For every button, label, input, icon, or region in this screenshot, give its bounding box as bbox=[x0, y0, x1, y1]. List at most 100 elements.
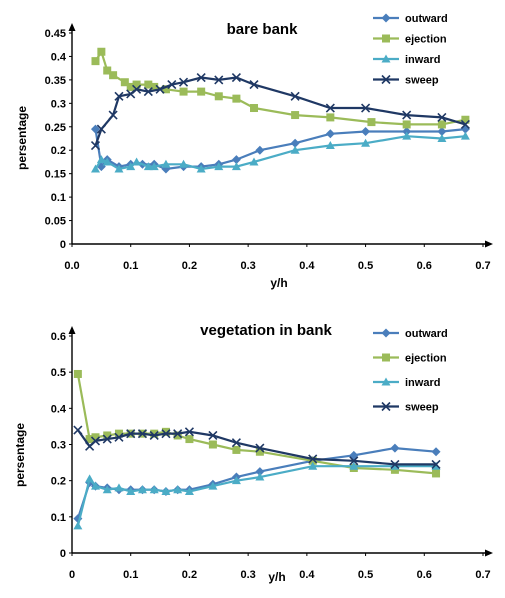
data-point-sweep bbox=[173, 429, 183, 439]
data-point-ejection bbox=[114, 429, 123, 438]
series-ejection bbox=[91, 47, 470, 129]
y-axis-arrow bbox=[68, 23, 76, 31]
legend-marker bbox=[382, 353, 390, 362]
x-tick-label: 0.4 bbox=[299, 569, 315, 581]
data-point-inward bbox=[114, 483, 124, 492]
data-point-inward bbox=[149, 485, 159, 494]
x-tick-label: 0.7 bbox=[475, 260, 490, 272]
data-point-sweep bbox=[114, 91, 124, 101]
legend-item-outward: outward bbox=[373, 13, 448, 25]
data-point-sweep bbox=[361, 103, 371, 113]
x-tick-label: 0.7 bbox=[475, 569, 490, 581]
data-point-outward bbox=[255, 145, 265, 155]
data-point-sweep bbox=[431, 459, 441, 469]
data-point-ejection bbox=[232, 94, 241, 103]
y-tick-label: 0 bbox=[60, 548, 66, 560]
data-point-ejection bbox=[291, 111, 300, 120]
y-tick-label: 0.05 bbox=[45, 216, 66, 228]
data-point-sweep bbox=[208, 430, 218, 441]
data-point-inward bbox=[102, 485, 112, 494]
data-point-ejection bbox=[132, 80, 141, 89]
legend-label: ejection bbox=[405, 353, 447, 365]
x-axis-arrow bbox=[485, 240, 493, 248]
data-point-ejection bbox=[214, 92, 223, 101]
data-point-sweep bbox=[214, 75, 224, 85]
chart-1: 0 0.05 0.1 0.15 0.2 0.25 0.3 0.35 0.4 0.45 0.0 0.1 0… bbox=[15, 13, 493, 290]
legend-item-sweep: sweep bbox=[373, 402, 439, 414]
data-point-sweep bbox=[161, 429, 171, 439]
data-point-ejection bbox=[103, 431, 112, 440]
data-point-inward bbox=[102, 157, 112, 166]
x-tick-label: 0.0 bbox=[64, 260, 79, 272]
data-point-inward bbox=[231, 162, 241, 171]
chart-title: bare bank bbox=[227, 21, 299, 38]
data-point-inward bbox=[126, 162, 136, 171]
series-ejection bbox=[73, 369, 441, 478]
legend-item-ejection: ejection bbox=[373, 353, 447, 365]
data-point-ejection bbox=[208, 440, 217, 449]
y-tick-label: 0.4 bbox=[51, 403, 67, 415]
data-point-inward bbox=[126, 487, 136, 496]
y-tick-label: 0.25 bbox=[45, 122, 66, 134]
y-tick-label: 0.6 bbox=[51, 331, 66, 343]
data-point-ejection bbox=[432, 469, 441, 478]
data-point-outward bbox=[231, 155, 241, 165]
y-axis-label: persentage bbox=[15, 106, 29, 170]
data-point-sweep bbox=[73, 425, 83, 435]
data-point-inward bbox=[437, 134, 447, 142]
x-tick-label: 0.1 bbox=[123, 260, 138, 272]
y-tick-label: 0.2 bbox=[51, 145, 66, 157]
data-point-inward bbox=[173, 485, 183, 494]
data-point-inward bbox=[184, 487, 194, 496]
legend-marker bbox=[381, 13, 391, 23]
data-point-inward bbox=[161, 487, 171, 496]
data-point-sweep bbox=[149, 430, 159, 441]
data-point-inward bbox=[196, 164, 206, 173]
data-point-sweep bbox=[178, 77, 189, 87]
series-line-inward bbox=[76, 465, 436, 527]
data-point-sweep bbox=[132, 84, 142, 94]
data-point-sweep bbox=[126, 89, 136, 99]
x-tick-label: 0.2 bbox=[182, 569, 197, 581]
data-point-ejection bbox=[402, 120, 411, 129]
data-point-inward bbox=[73, 521, 83, 530]
series-sweep bbox=[90, 72, 470, 151]
data-point-ejection bbox=[109, 71, 118, 80]
legend-label: inward bbox=[405, 54, 440, 66]
legend-marker bbox=[381, 377, 391, 386]
data-point-ejection bbox=[437, 120, 446, 129]
data-point-ejection bbox=[91, 57, 100, 66]
legend-label: inward bbox=[405, 377, 440, 389]
data-point-ejection bbox=[161, 85, 170, 94]
data-point-sweep bbox=[231, 438, 241, 448]
data-point-inward bbox=[90, 481, 100, 490]
data-point-inward bbox=[90, 164, 100, 173]
x-tick-label: 0 bbox=[69, 569, 75, 581]
data-point-sweep bbox=[390, 459, 400, 469]
data-point-ejection bbox=[144, 80, 153, 89]
data-point-ejection bbox=[97, 47, 106, 56]
y-axis-label: persentage bbox=[13, 423, 27, 487]
legend-item-ejection: ejection bbox=[373, 34, 447, 46]
data-point-sweep bbox=[402, 110, 412, 120]
y-tick-label: 0.35 bbox=[45, 75, 66, 87]
x-tick-label: 0.3 bbox=[240, 260, 255, 272]
data-point-inward bbox=[149, 162, 159, 171]
data-point-outward bbox=[431, 447, 441, 457]
data-point-inward bbox=[96, 155, 106, 164]
data-point-sweep bbox=[90, 436, 101, 446]
data-point-sweep bbox=[325, 103, 335, 113]
y-tick-label: 0.45 bbox=[45, 28, 66, 40]
legend-marker bbox=[381, 328, 391, 338]
data-point-inward bbox=[231, 476, 241, 485]
series-sweep bbox=[73, 425, 441, 469]
data-point-inward bbox=[290, 145, 300, 154]
data-point-sweep bbox=[167, 80, 177, 90]
data-point-sweep bbox=[108, 110, 118, 120]
data-point-inward bbox=[85, 474, 95, 483]
data-point-ejection bbox=[73, 369, 82, 378]
legend-label: ejection bbox=[405, 34, 447, 46]
data-point-sweep bbox=[437, 112, 447, 122]
data-point-inward bbox=[208, 481, 218, 490]
